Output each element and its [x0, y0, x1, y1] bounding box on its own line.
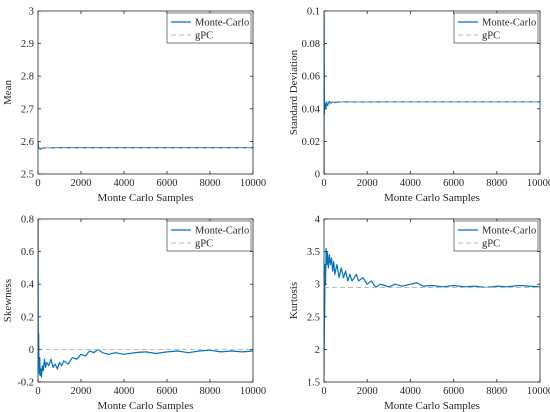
x-axis-label: Monte Carlo Samples: [384, 400, 480, 412]
x-tick-label: 2000: [71, 178, 92, 189]
legend-box: [166, 12, 252, 44]
series-line-monte-carlo: [324, 247, 540, 376]
legend-box: [453, 12, 539, 44]
y-tick-label: 2.7: [21, 104, 34, 115]
axes-box: [37, 10, 254, 175]
legend: Monte-Carlo gPC: [166, 12, 252, 44]
x-tick-label: 8000: [486, 386, 507, 397]
legend-label-gpc: gPC: [482, 31, 500, 42]
y-tick-label: 2.6: [21, 137, 34, 148]
axes-box: [323, 218, 541, 383]
y-tick-label: 3.5: [307, 247, 320, 258]
x-tick-label: 4000: [114, 386, 135, 397]
x-tick-label: 10000: [527, 386, 550, 397]
y-tick-label: 0.2: [21, 312, 34, 323]
legend-box: [166, 220, 252, 252]
y-tick-label: 3: [29, 7, 34, 18]
legend-label-monte-carlo: Monte-Carlo: [195, 226, 249, 237]
y-tick-label: 0.02: [302, 137, 320, 148]
y-tick-label: 0.8: [21, 215, 34, 226]
x-tick-label: 4000: [114, 178, 135, 189]
x-tick-label: 10000: [527, 178, 550, 189]
x-tick-label: 0: [35, 178, 40, 189]
x-tick-label: 2000: [357, 386, 378, 397]
y-tick-label: 4: [315, 215, 321, 226]
legend: Monte-Carlo gPC: [453, 220, 539, 252]
x-tick-label: 10000: [240, 386, 266, 397]
x-tick-label: 6000: [157, 386, 178, 397]
x-tick-label: 6000: [443, 386, 464, 397]
y-tick-label: 0.04: [302, 104, 321, 115]
x-axis-label: Monte Carlo Samples: [98, 400, 194, 412]
legend-label-gpc: gPC: [195, 31, 213, 42]
x-tick-label: 8000: [200, 178, 221, 189]
x-tick-label: 2000: [357, 178, 378, 189]
chart-panel-1: 0 2000 4000 6000 8000 10000 2.5 2.6 2.7 2.8 2.9 3 Mo…: [2, 7, 266, 205]
chart-panel-3: 0 2000 4000 6000 8000 10000-0.200.20.40.60.8M…: [2, 215, 266, 412]
legend-label-gpc: gPC: [195, 239, 213, 250]
legend-label-monte-carlo: Monte-Carlo: [195, 18, 249, 29]
y-tick-label: 0: [29, 345, 34, 356]
y-tick-label: 0.6: [21, 247, 34, 258]
x-tick-label: 0: [35, 386, 40, 397]
y-tick-label: 2.8: [21, 72, 34, 83]
x-tick-label: 8000: [486, 178, 507, 189]
x-tick-label: 4000: [400, 178, 421, 189]
y-axis-label: Mean: [2, 79, 14, 105]
y-tick-label: 0: [315, 170, 320, 181]
x-axis-label: Monte Carlo Samples: [98, 192, 194, 204]
y-tick-label: -0.2: [17, 378, 34, 389]
y-tick-label: 0.1: [307, 7, 320, 18]
y-tick-label: 2.9: [21, 39, 34, 50]
y-tick-label: 1.5: [307, 378, 320, 389]
x-tick-label: 0: [321, 178, 326, 189]
x-tick-label: 8000: [200, 386, 221, 397]
y-axis-label: Kurtosis: [288, 282, 300, 319]
x-tick-label: 6000: [443, 178, 464, 189]
series-line-monte-carlo: [38, 219, 253, 378]
y-tick-label: 0.08: [302, 39, 320, 50]
x-tick-label: 10000: [240, 178, 266, 189]
legend-label-gpc: gPC: [482, 239, 500, 250]
x-tick-label: 2000: [71, 386, 92, 397]
y-tick-label: 2.5: [307, 312, 320, 323]
x-tick-label: 6000: [157, 178, 178, 189]
legend-label-monte-carlo: Monte-Carlo: [482, 226, 536, 237]
y-tick-label: 0.4: [21, 280, 35, 291]
chart-panel-4: 0 2000 4000 6000 8000 10000 1.5 2 2.5 3 3.5 4 Monte …: [288, 215, 550, 412]
legend: Monte-Carlo gPC: [166, 220, 252, 252]
chart-panel-2: 0 2000 4000 6000 8000 10000 0 0.02 0.04 0.06 0.08 0…: [288, 7, 550, 205]
legend-label-monte-carlo: Monte-Carlo: [482, 18, 536, 29]
x-tick-label: 0: [321, 386, 326, 397]
x-axis-label: Monte Carlo Samples: [384, 192, 480, 204]
axes-box: [37, 218, 254, 383]
axes-box: [323, 10, 541, 175]
x-tick-label: 4000: [400, 386, 421, 397]
legend: Monte-Carlo gPC: [453, 12, 539, 44]
y-tick-label: 3: [315, 280, 320, 291]
y-tick-label: 0.06: [302, 72, 320, 83]
y-axis-label: Skewness: [2, 279, 14, 322]
y-tick-label: 2.5: [21, 170, 34, 181]
y-tick-label: 2: [315, 345, 320, 356]
legend-box: [453, 220, 539, 252]
y-axis-label: Standard Deviation: [288, 49, 300, 135]
